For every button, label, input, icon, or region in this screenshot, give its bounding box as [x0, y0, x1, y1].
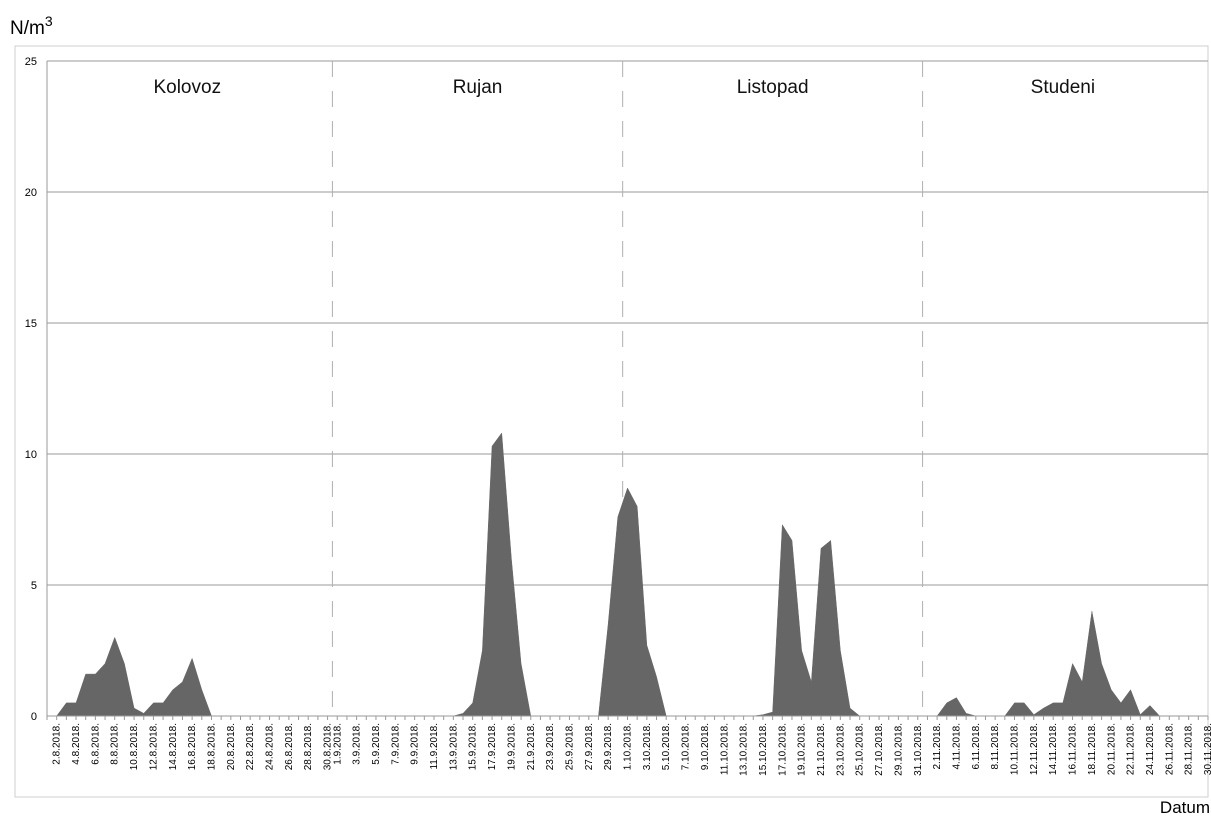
x-tick-label: 14.11.2018. [1048, 723, 1059, 775]
x-tick-label: 16.11.2018. [1068, 723, 1079, 775]
x-tick-label: 26.11.2018. [1164, 723, 1175, 775]
x-tick-label: 2.8.2018. [52, 723, 63, 765]
x-tick-label: 27.9.2018. [584, 723, 595, 770]
month-label: Studeni [1031, 77, 1095, 98]
x-tick-label: 22.11.2018. [1126, 723, 1137, 775]
x-tick-label: 7.9.2018. [390, 723, 401, 765]
x-tick-label: 31.10.2018. [913, 723, 924, 776]
y-axis-label-superscript: 3 [45, 13, 53, 29]
x-tick-label: 17.9.2018. [487, 723, 498, 770]
x-tick-label: 3.9.2018. [352, 723, 363, 765]
x-tick-label: 24.8.2018. [265, 723, 276, 770]
x-tick-label: 27.10.2018. [874, 723, 885, 776]
y-tick-label: 10 [25, 449, 37, 461]
x-tick-label: 14.8.2018. [168, 723, 179, 770]
y-tick-label: 20 [25, 187, 37, 199]
x-tick-label: 15.9.2018. [468, 723, 479, 770]
x-tick-label: 29.10.2018. [893, 723, 904, 776]
x-tick-label: 23.10.2018. [835, 723, 846, 776]
month-labels: Kolovoz Rujan Listopad Studeni [153, 77, 1095, 98]
x-tick-label: 10.11.2018. [1010, 723, 1021, 775]
x-tick-label: 12.8.2018. [148, 723, 159, 770]
x-tick-label: 12.11.2018. [1029, 723, 1040, 775]
x-tick-label: 4.8.2018. [71, 723, 82, 765]
x-tick-label: 26.8.2018. [284, 723, 295, 770]
x-tick-label: 21.10.2018. [816, 723, 827, 776]
x-tick-label: 13.9.2018. [448, 723, 459, 770]
x-tick-label: 20.11.2018. [1106, 723, 1117, 775]
x-axis-ticks: 2.8.2018. 4.8.2018. 6.8.2018. 8.8.2018. 10.8… [46, 716, 1211, 776]
x-tick-label: 8.11.2018. [990, 723, 1001, 770]
y-axis-label-unit: N/m [10, 18, 45, 39]
x-tick-label: 20.8.2018. [226, 723, 237, 770]
x-tick-label: 28.8.2018. [303, 723, 314, 770]
plot-frame [14, 45, 1209, 798]
x-tick-label: 29.9.2018. [603, 723, 614, 770]
area-fill [47, 432, 1208, 717]
gridlines [47, 60, 1208, 586]
x-tick-label: 28.11.2018. [1184, 723, 1195, 775]
y-tick-label: 5 [31, 580, 37, 592]
x-tick-label: 19.10.2018. [797, 723, 808, 776]
y-tick-label: 25 [25, 56, 37, 68]
area-series [47, 432, 1208, 717]
x-tick-label: 30.8.2018. [323, 723, 334, 770]
x-tick-label: 23.9.2018. [545, 723, 556, 770]
x-tick-label: 19.9.2018. [506, 723, 517, 770]
x-tick-label: 24.11.2018. [1145, 723, 1156, 775]
month-label: Kolovoz [153, 77, 221, 98]
x-tick-label: 7.10.2018. [681, 723, 692, 770]
x-tick-label: 6.8.2018. [90, 723, 101, 765]
x-tick-label: 6.11.2018. [971, 723, 982, 770]
x-tick-label: 5.9.2018. [371, 723, 382, 765]
x-tick-label: 11.9.2018. [429, 723, 440, 770]
y-axis-ticks: 0 5 10 15 20 25 [25, 56, 37, 723]
x-tick-label: 4.11.2018. [951, 723, 962, 770]
y-tick-label: 15 [25, 318, 37, 330]
x-tick-label: 25.10.2018. [855, 723, 866, 776]
x-axis-label: Datum [1160, 798, 1210, 816]
x-tick-label: 15.10.2018. [758, 723, 769, 776]
month-label: Listopad [737, 77, 809, 98]
x-tick-label: 21.9.2018. [526, 723, 537, 770]
x-tick-label: 5.10.2018. [661, 723, 672, 770]
y-axis-label: N/m3 [10, 13, 53, 39]
x-tick-label: 3.10.2018. [642, 723, 653, 770]
x-tick-label: 13.10.2018. [739, 723, 750, 776]
x-tick-label: 2.11.2018. [932, 723, 943, 770]
x-tick-label: 30.11.2018. [1203, 723, 1211, 775]
x-tick-label: 11.10.2018. [719, 723, 730, 775]
x-tick-label: 22.8.2018. [245, 723, 256, 770]
x-tick-label: 1.9.2018. [332, 723, 343, 765]
x-tick-label: 18.8.2018. [206, 723, 217, 770]
x-tick-label: 10.8.2018. [129, 723, 140, 770]
x-tick-label: 17.10.2018. [777, 723, 788, 776]
x-tick-label: 25.9.2018. [564, 723, 575, 770]
x-tick-label: 8.8.2018. [110, 723, 121, 765]
month-label: Rujan [453, 77, 503, 98]
x-tick-label: 18.11.2018. [1087, 723, 1098, 775]
x-tick-label: 16.8.2018. [187, 723, 198, 770]
x-tick-label: 9.10.2018. [700, 723, 711, 770]
x-tick-label: 1.10.2018. [623, 723, 634, 770]
x-tick-label: 9.9.2018. [410, 723, 421, 765]
y-tick-label: 0 [31, 711, 37, 723]
